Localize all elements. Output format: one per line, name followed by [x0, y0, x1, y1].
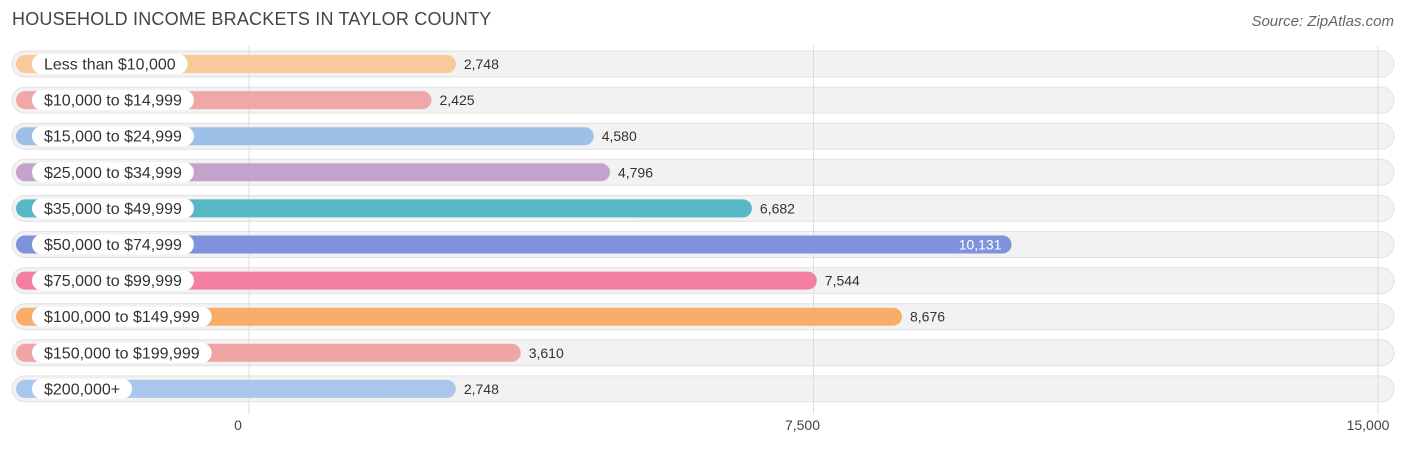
- category-label: $200,000+: [44, 381, 120, 398]
- value-label: 8,676: [910, 309, 945, 325]
- category-label: Less than $10,000: [44, 57, 176, 74]
- value-label: 4,796: [618, 164, 653, 180]
- bar: [16, 307, 903, 326]
- category-label: $15,000 to $24,999: [44, 129, 182, 146]
- bar: [16, 199, 752, 218]
- category-label: $35,000 to $49,999: [44, 201, 182, 218]
- category-label: $100,000 to $149,999: [44, 309, 200, 326]
- category-pill: [32, 378, 133, 399]
- value-label: 4,580: [602, 128, 637, 144]
- value-label: 3,610: [529, 345, 564, 361]
- category-label: $150,000 to $199,999: [44, 345, 200, 362]
- category-pill: [32, 90, 194, 111]
- category-pill: [32, 306, 212, 327]
- value-label: 10,131: [959, 237, 1002, 253]
- category-label: $50,000 to $74,999: [44, 237, 182, 254]
- x-tick-label: 15,000: [1347, 417, 1390, 433]
- category-pill: [32, 126, 194, 147]
- category-pill: [32, 198, 194, 219]
- category-label: $10,000 to $14,999: [44, 93, 182, 110]
- category-pill: [32, 234, 194, 255]
- value-label: 2,748: [464, 56, 499, 72]
- value-label: 6,682: [760, 200, 795, 216]
- category-label: $75,000 to $99,999: [44, 273, 182, 290]
- category-label: $25,000 to $34,999: [44, 165, 182, 182]
- chart-title: HOUSEHOLD INCOME BRACKETS IN TAYLOR COUN…: [12, 9, 492, 29]
- category-pill: [32, 54, 188, 74]
- value-label: 2,425: [440, 92, 475, 108]
- value-label: 2,748: [464, 381, 499, 397]
- category-pill: [32, 270, 194, 291]
- x-tick-label: 0: [234, 417, 242, 433]
- value-label: 7,544: [825, 273, 860, 289]
- source-note: Source: ZipAtlas.com: [1251, 13, 1394, 30]
- bar: [16, 271, 817, 290]
- x-tick-label: 7,500: [785, 417, 820, 433]
- category-pill: [32, 162, 194, 183]
- category-pill: [32, 342, 212, 363]
- bar: [16, 235, 1012, 254]
